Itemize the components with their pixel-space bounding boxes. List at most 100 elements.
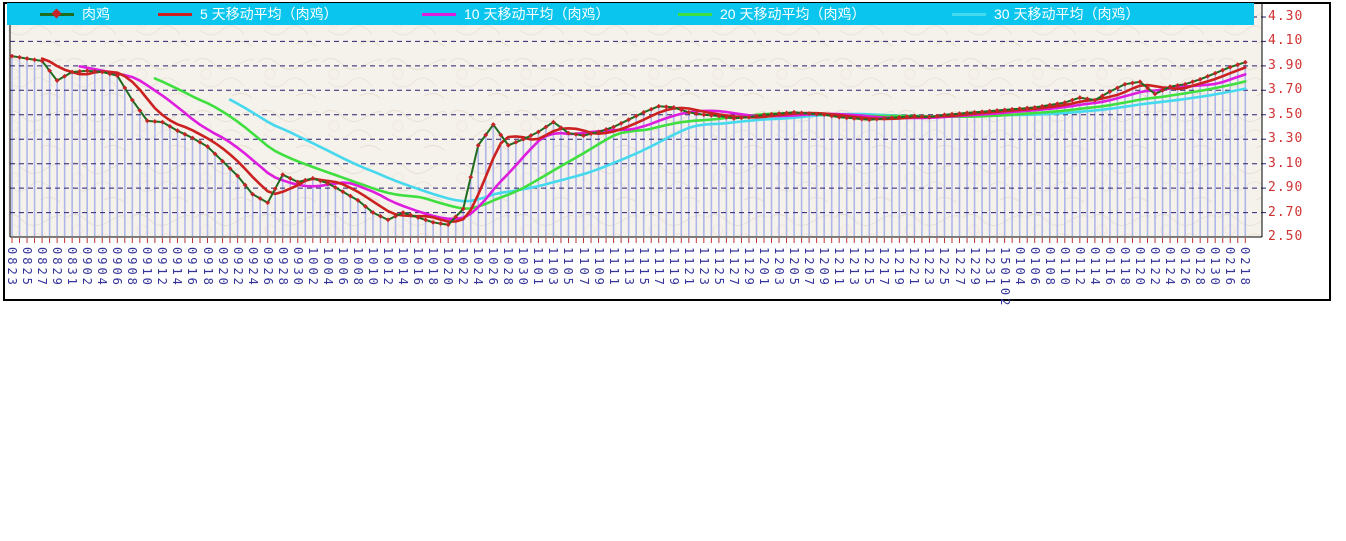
y-axis-tick-label: 3.50 [1268, 106, 1304, 122]
legend-label-ma5: 5 天移动平均（肉鸡） [200, 6, 338, 22]
x-axis-date-label: 1223 [922, 247, 937, 288]
x-axis-date-label: 1026 [486, 247, 501, 288]
legend-label-ma30: 30 天移动平均（肉鸡） [994, 6, 1140, 22]
x-axis-date-label: 1113 [621, 247, 636, 288]
x-axis-date-label: 1101 [531, 247, 546, 288]
x-axis-date-label: 1211 [832, 247, 847, 288]
x-axis-date-label: 1115 [636, 247, 651, 288]
x-axis-date-label: 1231 [982, 247, 997, 288]
y-axis-tick-label: 4.30 [1268, 9, 1304, 24]
x-axis-date-label: 1215 [862, 247, 877, 288]
diamond-marker-icon [51, 8, 62, 18]
ma20-line-swatch [678, 12, 712, 16]
ma30-line-swatch [952, 12, 986, 16]
y-axis-tick-label: 4.10 [1268, 33, 1304, 49]
y-axis-tick-label: 2.70 [1268, 204, 1304, 220]
x-axis-date-label: 0926 [260, 247, 275, 288]
x-axis-date-label: 0122 [1148, 247, 1163, 288]
x-axis-date-label: 1219 [892, 247, 907, 288]
x-axis-date-label: 1205 [787, 247, 802, 288]
x-axis-date-label: 1207 [802, 247, 817, 288]
x-axis-date-label: 1024 [471, 247, 486, 288]
x-axis-date-label: 0827 [35, 247, 50, 288]
x-axis-date-label: 0104 [1012, 247, 1027, 288]
y-axis-tick-label: 3.30 [1268, 131, 1304, 147]
x-axis-date-label: 0112 [1072, 247, 1087, 288]
y-axis-tick-label: 3.90 [1268, 57, 1304, 73]
legend-item-ma20: 20 天移动平均（肉鸡） [678, 3, 865, 25]
x-axis-date-label: 0829 [50, 247, 65, 288]
x-axis-date-label: 0920 [215, 247, 230, 288]
x-axis-date-label: 0831 [65, 247, 80, 288]
x-axis-date-label: 1125 [711, 247, 726, 288]
x-axis-date-label: 0106 [1027, 247, 1042, 288]
x-axis-date-label: 0916 [185, 247, 200, 288]
ma10-line-swatch [422, 12, 456, 16]
x-axis-date-label: 1022 [456, 247, 471, 288]
legend-item-ma10: 10 天移动平均（肉鸡） [422, 3, 609, 25]
legend-item-ma30: 30 天移动平均（肉鸡） [952, 3, 1139, 25]
x-axis-date-label: 1201 [757, 247, 771, 288]
x-axis-date-label: 1028 [501, 247, 516, 288]
x-axis-date-label: 0906 [110, 247, 125, 288]
legend-item-main: 肉鸡 [40, 3, 110, 25]
x-axis-date-label: 1008 [350, 247, 365, 288]
x-axis-date-label: 1221 [907, 247, 922, 288]
x-axis-date-label: 1014 [396, 247, 411, 288]
legend-label-main: 肉鸡 [82, 6, 110, 22]
x-axis-date-label: 1018 [426, 247, 441, 288]
x-axis-date-label: 0918 [200, 247, 215, 288]
legend-item-ma5: 5 天移动平均（肉鸡） [158, 3, 338, 25]
x-axis-date-label: 0114 [1087, 247, 1102, 288]
plot-root [8, 2, 1267, 243]
x-axis-date-label: 1006 [335, 247, 350, 288]
x-axis-date-label: 1217 [877, 247, 892, 288]
x-axis-date-label: 0216 [1223, 247, 1238, 288]
y-axis-tick-label: 3.70 [1268, 82, 1304, 98]
x-axis-date-label: 0930 [290, 247, 305, 288]
x-axis-date-label: 0924 [245, 247, 260, 288]
x-axis-date-label: 0124 [1163, 247, 1178, 288]
x-axis-date-label: 1030 [516, 247, 531, 288]
x-axis-date-label: 0914 [170, 247, 185, 288]
main-series-line-swatch [40, 8, 74, 18]
x-axis-date-label: 1103 [546, 247, 561, 288]
x-axis-date-label: 1203 [772, 247, 787, 288]
x-axis-date-label: 0110 [1057, 247, 1072, 288]
x-axis-date-label: 0120 [1133, 247, 1147, 288]
x-axis-date-label: 1209 [817, 247, 832, 288]
y-axis-tick-label: 2.50 [1268, 229, 1304, 244]
x-axis-date-label: 1004 [320, 247, 335, 288]
x-axis-date-label: 1117 [651, 247, 666, 288]
x-axis-date-label: 1010 [365, 247, 380, 288]
x-axis-date-label: 0116 [1102, 247, 1117, 288]
x-axis-date-label: 1227 [952, 247, 967, 288]
x-axis-date-label: 0910 [140, 247, 155, 288]
x-axis-date-label: 1020 [441, 247, 456, 288]
x-axis-date-label: 1012 [381, 247, 395, 288]
x-axis-date-label: 0118 [1117, 247, 1132, 288]
legend-label-ma10: 10 天移动平均（肉鸡） [464, 6, 610, 22]
ma5-line-swatch [158, 12, 192, 16]
x-axis-date-label: 1109 [591, 247, 606, 288]
x-axis-date-label: 0825 [20, 247, 35, 288]
x-axis-date-label: 1229 [967, 247, 982, 288]
x-axis-date-label: 1002 [305, 247, 320, 288]
chart-legend: 肉鸡 5 天移动平均（肉鸡） 10 天移动平均（肉鸡） 20 天移动平均（肉鸡）… [7, 3, 1254, 25]
x-axis-date-label: 0108 [1042, 247, 1057, 288]
x-axis-date-label: 0912 [155, 247, 170, 288]
x-axis-date-label: 1107 [576, 247, 591, 288]
price-chart-plot [8, 2, 1267, 243]
x-axis-date-label: 1121 [681, 247, 696, 288]
x-axis-date-label: 0904 [95, 247, 110, 288]
x-axis-date-label: 1225 [937, 247, 952, 288]
x-axis-date-label: 1016 [411, 247, 426, 288]
x-axis-date-label: 0908 [125, 247, 140, 288]
legend-label-ma20: 20 天移动平均（肉鸡） [720, 6, 866, 22]
x-axis-date-label: 1213 [847, 247, 862, 288]
y-axis-tick-label: 3.10 [1268, 155, 1304, 171]
y-axis-tick-label: 2.90 [1268, 180, 1304, 196]
x-axis-date-label: 1119 [666, 247, 681, 288]
x-axis-date-label: 0902 [80, 247, 95, 288]
x-axis-date-label: 0928 [275, 247, 290, 288]
